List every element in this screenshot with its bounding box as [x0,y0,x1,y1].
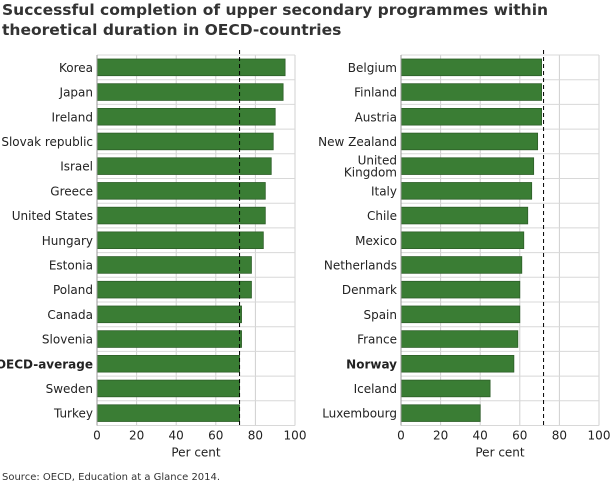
x-tick-label: 60 [512,429,527,443]
category-label: Finland [354,86,397,100]
chart-panel-2: 0 20 40 60 80 100 Belgium Finland Austria New Zea… [318,50,610,460]
category-label: Canada [47,308,93,322]
chart-title: Successful completion of upper secondary… [2,1,549,39]
bar-spain [400,305,521,324]
category-label: Austria [355,110,397,124]
x-tick-label: 0 [93,429,101,443]
x-tick-label: 80 [248,429,263,443]
category-label: Slovak republic [1,135,93,149]
bar-slovak-republic [96,132,274,151]
bar-israel [96,157,272,175]
x-tick-label: 20 [129,429,144,443]
bar-canada [96,305,242,324]
bar-luxembourg [400,404,481,422]
bar-finland [400,83,542,101]
x-tick-label: 40 [473,429,488,443]
bar-denmark [400,280,521,299]
category-label: United States [12,209,93,223]
bar-united-kingdom [400,157,535,175]
category-label: Mexico [355,234,397,248]
bar-netherlands [400,256,523,274]
bar-turkey [96,404,240,422]
bar-chile [400,206,529,225]
x-tick-label: 0 [397,429,405,443]
category-label: Luxembourg [322,407,397,421]
x-tick-label: 60 [208,429,223,443]
category-label: France [357,333,397,347]
x-axis-label: Per cent [171,446,221,460]
category-label: United Kingdom [344,154,397,180]
x-tick-label: 20 [433,429,448,443]
category-label: Hungary [42,234,93,248]
bar-austria [400,108,542,126]
bar-slovenia [96,330,242,348]
category-label: OECD-average [0,357,93,371]
category-label: Turkey [53,407,93,421]
x-axis-label: Per cent [475,446,525,460]
category-label: Slovenia [42,333,93,347]
category-label: Ireland [51,110,93,124]
category-label: Norway [346,357,397,371]
category-label: New Zealand [318,135,397,149]
category-label: Netherlands [324,258,397,272]
bar-japan [96,83,284,101]
x-tick-label: 80 [552,429,567,443]
bar-iceland [400,379,491,398]
category-label: Italy [371,184,397,198]
category-label: Spain [363,308,397,322]
bar-norway [400,354,515,373]
bar-italy [400,182,533,200]
bar-sweden [96,379,240,398]
category-label: Belgium [348,61,397,75]
category-label-line: Kingdom [344,166,397,180]
source-note: Source: OECD, Education at a Glance 2014… [2,472,221,483]
bar-hungary [96,231,264,249]
category-label: Greece [50,184,93,198]
category-label: Sweden [46,382,93,396]
bar-ireland [96,108,276,126]
bar-mexico [400,231,525,249]
x-tick-label: 100 [284,429,307,443]
category-label: Korea [59,61,93,75]
bar-new-zealand [400,132,539,151]
bar-korea [96,58,286,77]
category-label: Iceland [354,382,397,396]
chart-panel-1: 0 20 40 60 80 100 Korea Japan Ireland Slovak repu… [0,50,306,460]
bar-france [400,330,519,348]
category-label: Israel [60,160,93,174]
category-label-line: United [358,154,397,168]
category-label: Poland [53,283,93,297]
x-tick-label: 100 [588,429,610,443]
bar-oecd-average [96,354,240,373]
bar-estonia [96,256,252,274]
category-label: Estonia [49,258,93,272]
category-label: Denmark [342,283,397,297]
category-label: Chile [367,209,397,223]
x-tick-label: 40 [169,429,184,443]
bar-belgium [400,58,542,77]
bar-poland [96,280,252,299]
category-label: Japan [59,86,93,100]
